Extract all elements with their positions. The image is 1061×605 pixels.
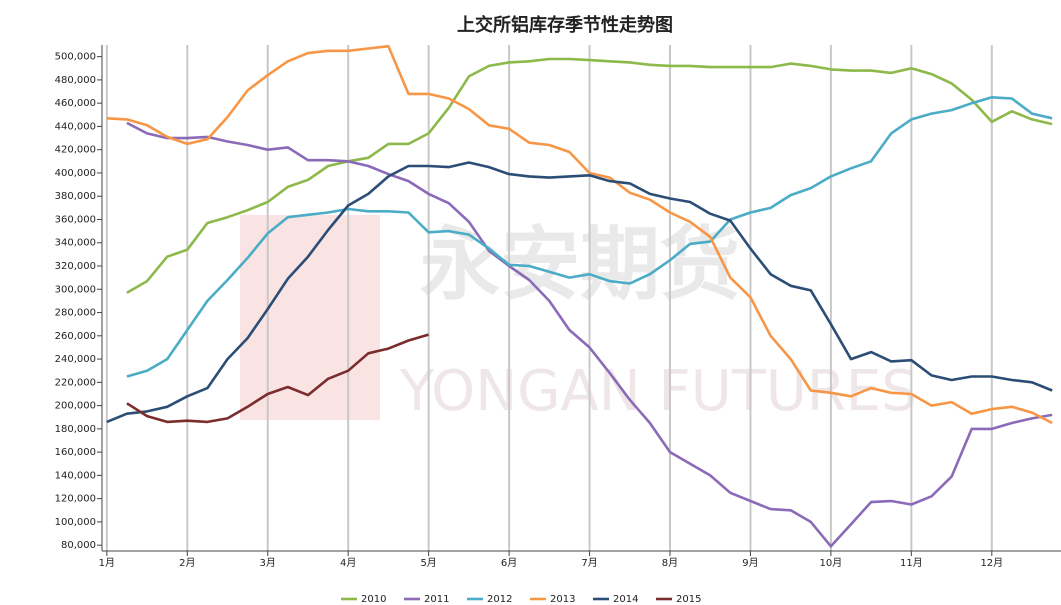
series-line — [106, 44, 1053, 425]
watermark-cn: 永安期货 — [420, 218, 740, 311]
x-tick-label: 1月 — [99, 557, 115, 569]
x-tick-label: 10月 — [820, 557, 843, 569]
y-tick-label: 280,000 — [55, 308, 96, 319]
x-tick-label: 11月 — [900, 557, 923, 569]
x-tick-label: 3月 — [260, 557, 276, 569]
y-tick-label: 460,000 — [55, 98, 96, 109]
y-tick-label: 340,000 — [55, 238, 96, 249]
y-tick-label: 140,000 — [55, 470, 96, 481]
series-line — [126, 57, 1053, 294]
y-tick-label: 220,000 — [55, 377, 96, 388]
legend-label: 2013 — [550, 594, 575, 605]
x-tick-label: 6月 — [501, 557, 517, 569]
chart-title: 上交所铝库存季节性走势图 — [457, 14, 673, 36]
y-tick-label: 240,000 — [55, 354, 96, 365]
y-tick-label: 380,000 — [55, 191, 96, 202]
x-tick-label: 4月 — [340, 557, 356, 569]
series-line — [126, 121, 1053, 548]
legend-label: 2011 — [424, 594, 449, 605]
legend-label: 2014 — [613, 594, 638, 605]
y-tick-label: 400,000 — [55, 168, 96, 179]
x-tick-label: 5月 — [420, 557, 436, 569]
watermark-en: YONGAN FUTURES — [399, 359, 917, 424]
y-tick-label: 480,000 — [55, 75, 96, 86]
y-tick-label: 260,000 — [55, 331, 96, 342]
legend-label: 2010 — [361, 594, 386, 605]
x-tick-label: 12月 — [980, 557, 1003, 569]
y-tick-label: 440,000 — [55, 121, 96, 132]
y-tick-label: 160,000 — [55, 447, 96, 458]
x-tick-label: 8月 — [662, 557, 678, 569]
x-tick-label: 7月 — [581, 557, 597, 569]
y-tick-label: 120,000 — [55, 494, 96, 505]
y-tick-label: 320,000 — [55, 261, 96, 272]
y-tick-label: 300,000 — [55, 284, 96, 295]
legend-label: 2015 — [676, 594, 701, 605]
series-line — [106, 161, 1053, 424]
legend-label: 2012 — [487, 594, 512, 605]
series-line — [126, 333, 429, 424]
y-tick-label: 80,000 — [61, 540, 96, 551]
series-line — [126, 96, 1053, 378]
x-tick-label: 9月 — [742, 557, 758, 569]
y-tick-label: 100,000 — [55, 517, 96, 528]
y-tick-label: 500,000 — [55, 52, 96, 63]
y-tick-label: 180,000 — [55, 424, 96, 435]
x-tick-label: 2月 — [179, 557, 195, 569]
y-tick-label: 420,000 — [55, 145, 96, 156]
y-tick-label: 200,000 — [55, 401, 96, 412]
y-tick-label: 360,000 — [55, 214, 96, 225]
